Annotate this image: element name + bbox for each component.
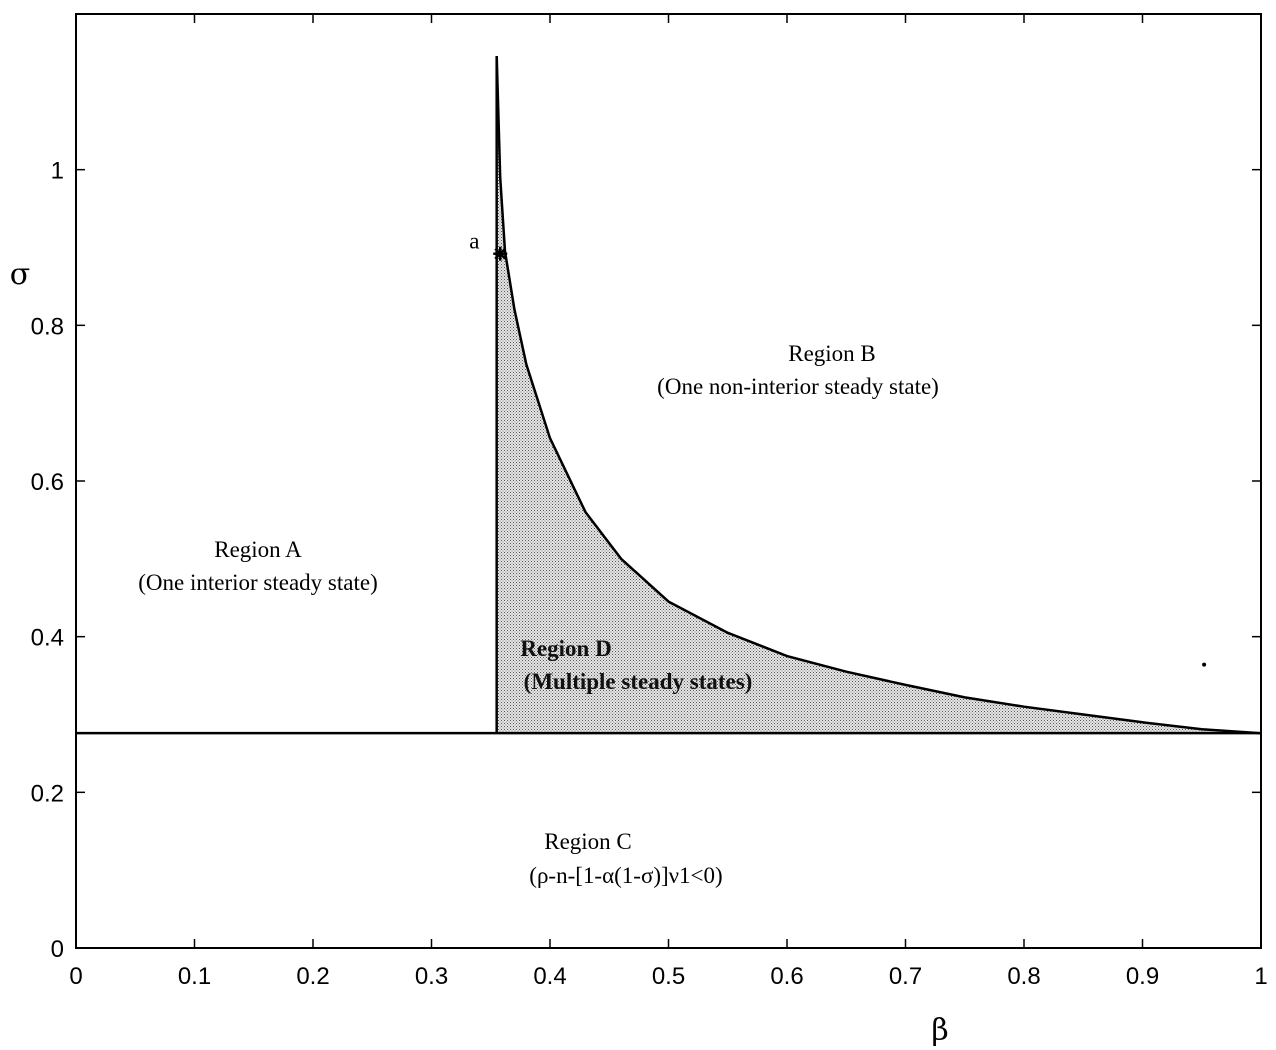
x-tick-label: 0.8: [1007, 963, 1040, 990]
region-d-title: Region D: [520, 636, 611, 661]
x-axis-label: β: [931, 1013, 948, 1048]
region-c-description: (ρ-n-[1-α(1-σ)]ν1<0): [529, 863, 722, 888]
x-tick-label: 0.4: [533, 963, 566, 990]
boundary-curve: [495, 55, 1262, 735]
region-a-title: Region A: [214, 537, 302, 562]
region-b-title: Region B: [788, 341, 876, 366]
point-a-marker: [493, 246, 508, 261]
region-a-description: (One interior steady state): [138, 570, 378, 595]
y-tick-label: 0: [51, 936, 64, 963]
region-b-description: (One non-interior steady state): [657, 374, 939, 399]
x-tick-label: 0.6: [770, 963, 803, 990]
plot-frame: [75, 13, 1262, 949]
stray-dot: [1202, 662, 1207, 667]
point-a-label: a: [469, 229, 479, 254]
x-tick-label: 0.3: [415, 963, 448, 990]
marker-stroke: [494, 247, 507, 260]
region-c-title: Region C: [544, 829, 632, 854]
x-tick-label: 0.5: [652, 963, 685, 990]
x-tick-label: 0.9: [1126, 963, 1159, 990]
y-axis-label: σ: [10, 257, 30, 292]
y-tick-label: 0.2: [31, 780, 64, 807]
region-d-description: (Multiple steady states): [524, 669, 753, 694]
y-tick-label: 1: [51, 158, 64, 185]
x-tick-label: 0.2: [296, 963, 329, 990]
x-tick-label: 0.1: [178, 963, 211, 990]
x-tick-label: 1: [1254, 963, 1267, 990]
region-d-shaded-area: [496, 56, 1261, 734]
x-tick-label: 0: [69, 963, 82, 990]
axis-ticks: [75, 14, 1262, 949]
x-tick-label: 0.7: [889, 963, 922, 990]
y-tick-label: 0.6: [31, 469, 64, 496]
y-tick-label: 0.4: [31, 625, 64, 652]
y-tick-label: 0.8: [31, 313, 64, 340]
axis-tick-labels: 0 0.1 0.2 0.3 0.4 0.5 0.6 0.7 0.8 0.9 1 0 0.2 0.4 0.6 0…: [31, 158, 1268, 990]
